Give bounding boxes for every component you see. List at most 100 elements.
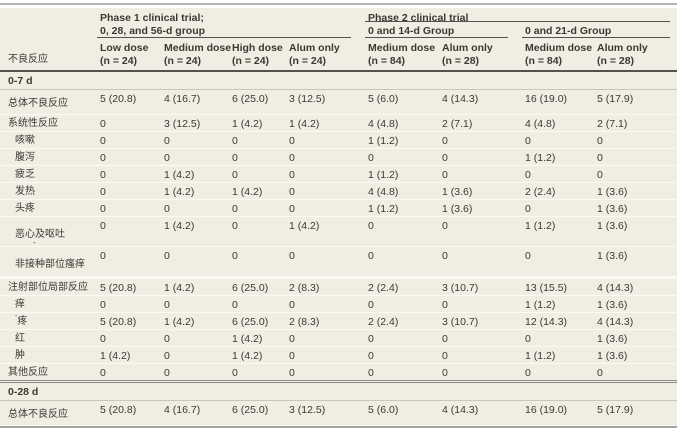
row-label: ˉ疼 bbox=[0, 313, 97, 329]
cell-value: 3 (12.5) bbox=[164, 118, 201, 131]
phase1-dose-row: Low dose (n = 24) Medium dose (n = 24) H… bbox=[97, 38, 365, 70]
cell-value: 1 (1.2) bbox=[525, 350, 556, 363]
adverse-events-table: 不良反应 Phase 1 clinical trial; 0, 28, and … bbox=[0, 8, 677, 429]
row-label-text: 肿 bbox=[15, 350, 25, 362]
cell-value: 1 (4.2) bbox=[164, 316, 195, 329]
row-label-text: 发热 bbox=[15, 186, 35, 198]
row-header-label: 不良反应 bbox=[8, 54, 48, 66]
row-label: 总体不良反应 bbox=[0, 401, 97, 422]
row-label-text: 恶心及呕吐 bbox=[15, 229, 65, 241]
cell-value: 0 bbox=[289, 250, 295, 263]
row-label: 其他反应 bbox=[0, 364, 97, 380]
cell-value: 1 (1.2) bbox=[368, 169, 399, 182]
cell-value: 0 bbox=[525, 203, 531, 216]
row-label-text: 系统性反应 bbox=[8, 118, 58, 130]
cell-value: 4 (4.8) bbox=[525, 118, 556, 131]
cell-value: 0 bbox=[368, 250, 374, 263]
table-row: 红 0 0 1 (4.2) 0 0 0 0 1 (3.6) bbox=[0, 330, 677, 348]
phase2-title: Phase 2 clinical trial bbox=[365, 8, 670, 24]
cell-value: 1 (3.6) bbox=[597, 203, 628, 216]
row-header-cell: 不良反应 bbox=[0, 8, 97, 70]
cell-value: 4 (16.7) bbox=[164, 404, 201, 417]
cell-value: 0 bbox=[164, 333, 170, 346]
phase1-title: Phase 1 clinical trial; 0, 28, and 56-d … bbox=[97, 8, 351, 38]
cell-value: 0 bbox=[164, 152, 170, 165]
page: 不良反应 Phase 1 clinical trial; 0, 28, and … bbox=[0, 3, 677, 429]
cell-value: 0 bbox=[100, 118, 106, 131]
cell-value: 1 (4.2) bbox=[232, 333, 263, 346]
row-label-text: 红 bbox=[15, 333, 25, 345]
cell-value: 16 (19.0) bbox=[525, 93, 568, 106]
cell-value: 6 (25.0) bbox=[232, 404, 269, 417]
cell-value: 4 (14.3) bbox=[597, 282, 634, 295]
cell-value: 0 bbox=[289, 367, 295, 380]
row-label-text: 头疼 bbox=[15, 203, 35, 215]
cell-value: 0 bbox=[442, 220, 448, 233]
cell-value: 0 bbox=[525, 367, 531, 380]
row-label-text: 疲乏 bbox=[15, 169, 35, 181]
table-row: 非接种部位瘙痒 0 0 0 0 0 0 0 1 (3.6) bbox=[0, 247, 677, 278]
cell-value: 4 (14.3) bbox=[442, 404, 479, 417]
cell-value: 4 (14.3) bbox=[442, 93, 479, 106]
row-label-text: 总体不良反应 bbox=[8, 98, 68, 110]
row-label-text: 咳嗽 bbox=[15, 135, 35, 147]
phase1-title-line2: 0, 28, and 56-d group bbox=[100, 24, 206, 37]
cell-value: 0 bbox=[442, 152, 448, 165]
cell-value: 0 bbox=[597, 367, 603, 380]
table-row: ˉ疼 5 (20.8) 1 (4.2) 6 (25.0) 2 (8.3) 2 (2.4) 3… bbox=[0, 313, 677, 331]
cell-value: 0 bbox=[164, 250, 170, 263]
top-divider bbox=[0, 3, 677, 5]
cell-value: 0 bbox=[232, 169, 238, 182]
cell-value: 1 (4.2) bbox=[164, 220, 195, 233]
row-label-text: 总体不良反应 bbox=[8, 409, 68, 421]
cell-value: 0 bbox=[525, 333, 531, 346]
column-header-medium-dose-14d: Medium dose (n = 84) bbox=[368, 42, 436, 67]
cell-value: 6 (25.0) bbox=[232, 316, 269, 329]
cell-value: 16 (19.0) bbox=[525, 404, 568, 417]
cell-value: 0 bbox=[289, 152, 295, 165]
cell-value: 4 (14.3) bbox=[597, 316, 634, 329]
column-header-low-dose: Low dose (n = 24) bbox=[100, 42, 149, 67]
cell-value: 4 (16.7) bbox=[164, 93, 201, 106]
table-row: 其他反应 0 0 0 0 0 0 0 0 bbox=[0, 364, 677, 384]
cell-value: 0 bbox=[100, 152, 106, 165]
row-label: 总体不良反应 bbox=[0, 90, 97, 111]
cell-value: 2 (2.4) bbox=[368, 282, 399, 295]
cell-value: 13 (15.5) bbox=[525, 282, 568, 295]
row-label-text: 非接种部位瘙痒 bbox=[15, 259, 85, 271]
cell-value: 3 (12.5) bbox=[289, 93, 326, 106]
cell-value: 0 bbox=[289, 299, 295, 312]
table-row: 恶心及呕吐 -0 1 (4.2) 0 1 (4.2) 0 0 1 (1.2) 1 (3.6) bbox=[0, 217, 677, 248]
row-label: 发热 bbox=[0, 183, 97, 199]
cell-value: 0 bbox=[368, 333, 374, 346]
cell-value: 0 bbox=[164, 135, 170, 148]
cell-value: 0 bbox=[232, 220, 238, 233]
cell-value: 0 bbox=[289, 203, 295, 216]
table-body: 0-7 d 总体不良反应 5 (20.8) 4 (16.7) 6 (25.0) 3 (12… bbox=[0, 72, 677, 427]
table-row: 头疼 0 0 0 0 1 (1.2) 1 (3.6) 0 1 (3.6) bbox=[0, 200, 677, 218]
column-header-alum-only-14d: Alum only (n = 28) bbox=[442, 42, 493, 67]
cell-value: 5 (17.9) bbox=[597, 404, 634, 417]
cell-value: 1 (3.6) bbox=[442, 203, 473, 216]
footnote-mark: - bbox=[33, 237, 36, 247]
cell-value: 0 bbox=[232, 203, 238, 216]
table-row: 疲乏 0 1 (4.2) 0 0 1 (1.2) 0 0 0 bbox=[0, 166, 677, 184]
cell-value: 1 (4.2) bbox=[289, 118, 320, 131]
cell-value: 1 (4.2) bbox=[232, 350, 263, 363]
cell-value: 5 (6.0) bbox=[368, 93, 399, 106]
cell-value: 3 (10.7) bbox=[442, 316, 479, 329]
cell-value: 2 (7.1) bbox=[597, 118, 628, 131]
cell-value: 0 bbox=[368, 350, 374, 363]
cell-value: 3 (12.5) bbox=[289, 404, 326, 417]
table-row: 肿 1 (4.2) 0 1 (4.2) 0 0 0 1 (1.2) 1 (3.6) bbox=[0, 347, 677, 365]
phase2-column-group: Phase 2 clinical trial 0 and 14-d Group … bbox=[365, 8, 677, 70]
cell-value: 2 (8.3) bbox=[289, 316, 320, 329]
cell-value: 0 bbox=[232, 299, 238, 312]
cell-value: 0 bbox=[289, 350, 295, 363]
table-row: 痒 0 0 0 0 0 0 1 (1.2) 1 (3.6) bbox=[0, 296, 677, 314]
cell-value: 1 (3.6) bbox=[597, 350, 628, 363]
table-row: 系统性反应 0 3 (12.5) 1 (4.2) 1 (4.2) 4 (4.8) 2 (7.… bbox=[0, 115, 677, 133]
cell-value: 0 bbox=[100, 299, 106, 312]
cell-value: 0 bbox=[597, 152, 603, 165]
cell-value: 0 bbox=[164, 203, 170, 216]
